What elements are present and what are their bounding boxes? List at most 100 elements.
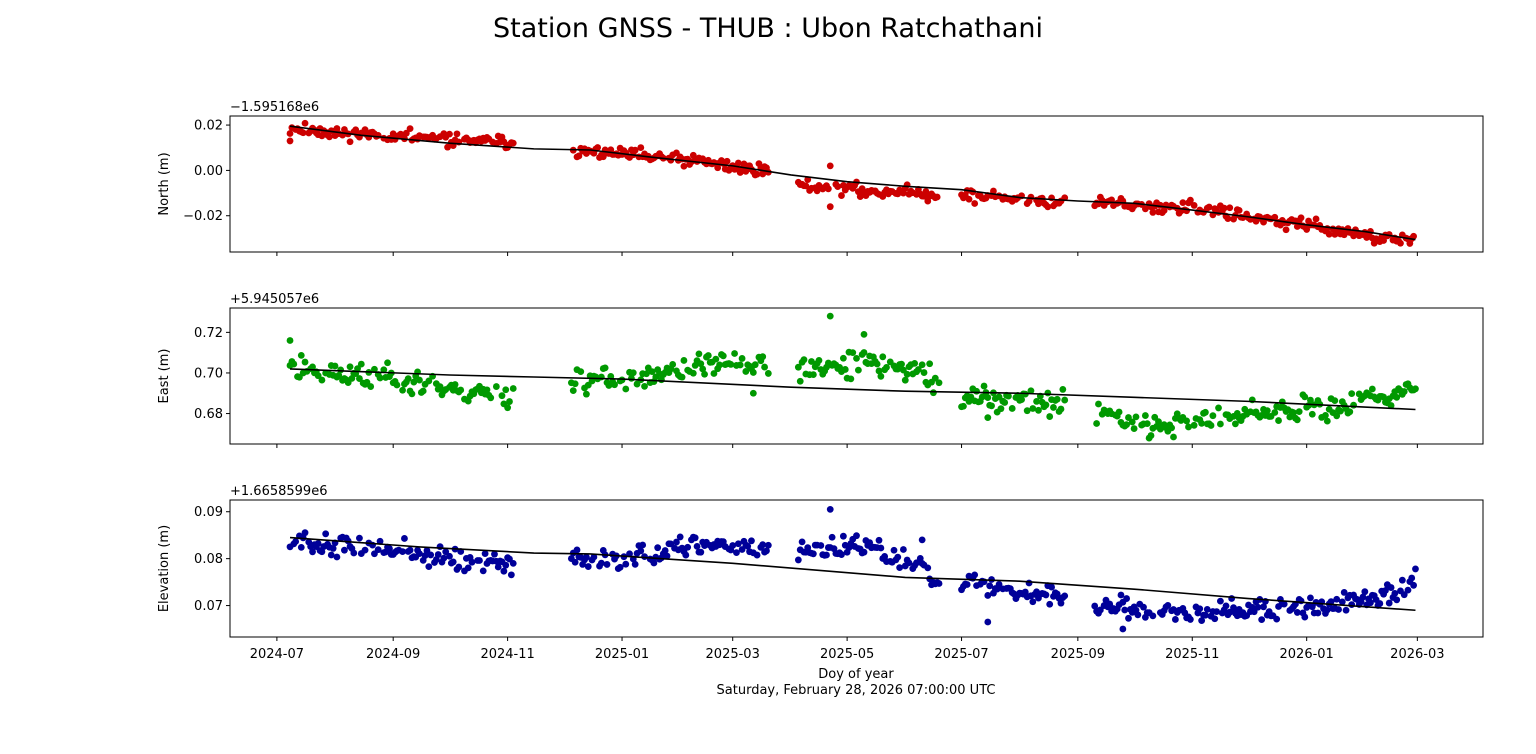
data-point xyxy=(896,564,904,571)
data-point xyxy=(301,358,309,366)
data-point xyxy=(684,543,692,551)
data-point xyxy=(346,363,354,371)
data-point xyxy=(877,544,885,552)
data-point xyxy=(498,392,506,400)
data-point xyxy=(402,129,410,137)
data-point xyxy=(427,551,435,559)
data-point xyxy=(491,550,498,558)
data-point xyxy=(603,561,611,568)
data-point xyxy=(386,545,393,552)
data-point xyxy=(1258,616,1266,623)
data-point xyxy=(988,402,995,410)
data-point xyxy=(1342,606,1350,614)
data-point xyxy=(663,552,671,560)
data-point xyxy=(502,386,510,394)
data-point xyxy=(1387,402,1395,409)
data-point xyxy=(860,548,868,556)
data-point xyxy=(1293,609,1301,616)
data-point xyxy=(1141,205,1149,213)
data-point xyxy=(371,365,378,373)
data-point xyxy=(494,563,502,571)
data-point xyxy=(509,139,517,147)
data-point xyxy=(1198,419,1206,427)
data-point xyxy=(309,548,316,556)
data-point xyxy=(1410,581,1417,589)
data-point xyxy=(629,369,637,377)
y-tick-label: 0.00 xyxy=(194,164,223,179)
x-axis-date-label: Saturday, February 28, 2026 07:00:00 UTC xyxy=(717,683,996,698)
data-point xyxy=(1123,421,1131,428)
data-point xyxy=(824,185,832,193)
data-point xyxy=(1190,202,1198,209)
data-point xyxy=(1048,583,1055,591)
data-point xyxy=(1119,625,1127,633)
data-point xyxy=(419,387,427,395)
x-tick-label: 2024-09 xyxy=(366,647,420,662)
data-point xyxy=(1046,600,1054,608)
data-point xyxy=(481,550,489,558)
data-point xyxy=(798,538,806,546)
data-point xyxy=(1367,599,1374,607)
y-offset-label: −1.595168e6 xyxy=(230,100,319,115)
data-point xyxy=(920,369,928,376)
data-point xyxy=(973,387,980,395)
data-point xyxy=(689,369,697,377)
y-tick-label: 0.70 xyxy=(194,366,223,381)
data-point xyxy=(808,358,815,365)
data-point xyxy=(1170,433,1177,441)
data-point xyxy=(399,386,406,394)
data-point xyxy=(933,193,941,201)
data-point xyxy=(1095,400,1102,408)
data-point xyxy=(1141,412,1149,419)
data-point xyxy=(1398,576,1406,584)
data-point xyxy=(1121,606,1129,614)
data-point xyxy=(763,547,770,555)
data-point xyxy=(1278,398,1286,406)
data-point xyxy=(1059,386,1067,393)
data-point xyxy=(577,368,585,375)
data-point xyxy=(425,563,433,571)
data-point xyxy=(575,152,583,160)
data-point xyxy=(434,551,442,558)
data-point xyxy=(1307,594,1314,602)
data-point xyxy=(965,195,973,203)
data-point xyxy=(1301,613,1309,621)
data-point xyxy=(1297,214,1305,222)
data-point xyxy=(352,126,360,134)
data-point xyxy=(1091,602,1099,610)
data-point xyxy=(290,360,298,368)
data-point xyxy=(337,366,345,374)
data-point xyxy=(361,126,369,134)
data-point xyxy=(749,389,757,397)
data-point xyxy=(971,200,979,207)
data-point xyxy=(691,534,699,542)
data-point xyxy=(492,383,500,390)
data-point xyxy=(1196,605,1204,613)
data-point xyxy=(826,203,834,211)
data-point xyxy=(1217,597,1224,605)
data-point xyxy=(1179,199,1187,207)
y-offset-label: +5.945057e6 xyxy=(230,292,319,307)
data-point xyxy=(1164,601,1172,609)
data-point xyxy=(853,354,860,362)
y-tick-label: 0.02 xyxy=(194,119,223,134)
data-point xyxy=(899,546,907,553)
data-point xyxy=(839,354,847,362)
data-point xyxy=(905,559,913,567)
elevation-panel: +1.6658599e6 Elevation (m) 0.09 0.08 0.07 xyxy=(157,484,1484,641)
data-point xyxy=(1106,600,1114,608)
data-point xyxy=(1035,406,1042,414)
data-point xyxy=(626,550,633,558)
data-point xyxy=(1397,239,1404,247)
data-point xyxy=(841,366,849,373)
data-point xyxy=(759,541,767,549)
data-point xyxy=(1190,421,1198,429)
data-point xyxy=(449,558,457,566)
data-point xyxy=(598,559,605,567)
data-point xyxy=(1186,616,1194,623)
data-point xyxy=(442,548,450,556)
data-point xyxy=(823,551,830,559)
x-tick-label: 2025-11 xyxy=(1165,647,1219,662)
data-point xyxy=(487,394,495,402)
data-point xyxy=(1023,407,1031,415)
